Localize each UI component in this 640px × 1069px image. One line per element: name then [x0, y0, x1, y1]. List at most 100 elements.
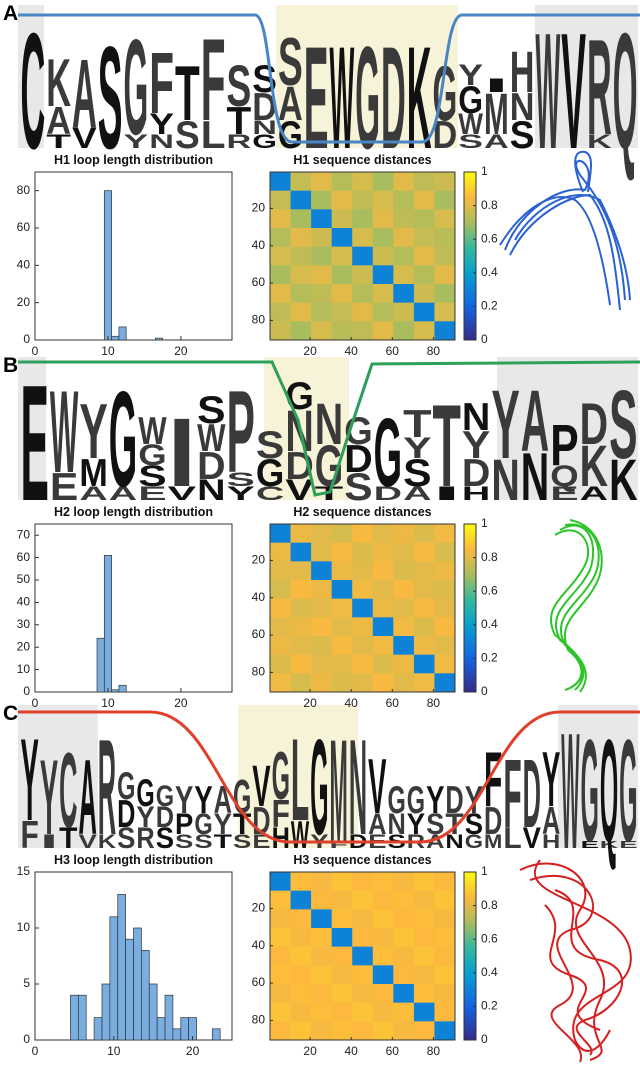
logo-letter: K — [46, 46, 71, 122]
y-tick-label: 70 — [17, 527, 31, 541]
heatmap-cell — [352, 561, 373, 580]
heatmap-cell — [393, 265, 414, 284]
heatmap-cell — [434, 1003, 455, 1022]
heatmap-cell — [434, 580, 455, 599]
plot-area — [35, 524, 232, 692]
heatmap-cell — [291, 947, 312, 966]
heatmap-cell — [434, 265, 455, 284]
heatmap-cell — [332, 228, 353, 247]
heatmap-cell — [291, 524, 312, 543]
logo-letter: Y — [21, 716, 39, 846]
heatmap-cell — [270, 209, 291, 228]
heatmap-cell — [270, 543, 291, 562]
heatmap-cell — [352, 265, 373, 284]
heatmap-cell — [414, 872, 435, 891]
x-tick-label: 10 — [101, 696, 115, 710]
heatmap-cell — [332, 321, 353, 340]
bar — [157, 1018, 165, 1040]
colorbar-tick-label: 0.2 — [481, 299, 498, 313]
logo-letter: G — [156, 779, 174, 812]
heatmap-cell — [393, 1003, 414, 1022]
heatmap-cell — [393, 617, 414, 636]
heatmap-cell — [270, 191, 291, 210]
heatmap-cell — [332, 284, 353, 303]
heatmap-cell — [373, 543, 394, 562]
heatmap-cell — [352, 872, 373, 891]
bar — [112, 336, 119, 340]
colorbar — [464, 524, 476, 692]
logo-letter: T — [433, 382, 461, 512]
heatmap-cell — [311, 172, 332, 191]
panel-label: C — [3, 702, 18, 725]
logo-letter: F — [201, 16, 226, 146]
bar — [102, 984, 110, 1040]
heatmap-cell — [393, 284, 414, 303]
logo-letter: G — [387, 778, 405, 822]
heatmap-cell — [311, 561, 332, 580]
heatmap-cell — [291, 984, 312, 1003]
heatmap-cell — [270, 673, 291, 692]
y-tick-label: 50 — [17, 572, 31, 586]
heatmap-cell — [393, 599, 414, 618]
heatmap-cell — [270, 891, 291, 910]
heatmap-cell — [414, 1021, 435, 1040]
heatmap-cell — [291, 891, 312, 910]
heatmap-cell — [270, 984, 291, 1003]
heatmap-cell — [270, 321, 291, 340]
heatmap-cell — [270, 524, 291, 543]
heatmap-cell — [434, 617, 455, 636]
x-tick-label: 20 — [303, 344, 317, 358]
heatmap-cell — [434, 909, 455, 928]
logo-letter: V — [252, 754, 270, 819]
y-tick-label: 80 — [252, 665, 266, 679]
y-tick-label: 0 — [23, 332, 30, 346]
heatmap-cell — [393, 228, 414, 247]
logo-letter: G — [407, 778, 425, 822]
x-tick-label: 40 — [345, 696, 359, 710]
heatmap-cell — [373, 891, 394, 910]
heatmap-cell — [270, 617, 291, 636]
heatmap-cell — [373, 284, 394, 303]
y-tick-label: 10 — [17, 920, 31, 934]
panel-label: B — [3, 354, 18, 377]
heatmap-cell — [352, 617, 373, 636]
bar — [126, 939, 134, 1040]
logo-letter: V — [561, 0, 586, 183]
bar — [97, 638, 104, 692]
heatmap-cell — [393, 209, 414, 228]
heatmap-cell — [291, 617, 312, 636]
heatmap-cell — [291, 655, 312, 674]
colorbar-tick-label: 1 — [481, 864, 488, 878]
logo-letter: C — [59, 730, 77, 850]
heatmap-cell — [270, 928, 291, 947]
heatmap-cell — [270, 636, 291, 655]
heatmap-cell — [332, 965, 353, 984]
colorbar-tick-label: 0.8 — [481, 898, 498, 912]
logo-letter: C — [21, 0, 46, 183]
heatmap-cell — [393, 872, 414, 891]
heatmap-cell — [373, 617, 394, 636]
heatmap-cell — [291, 1003, 312, 1022]
colorbar-tick-label: 0.2 — [481, 999, 498, 1013]
chart-title: H3 sequence distances — [293, 853, 431, 867]
heatmap-cell — [414, 524, 435, 543]
logo-letter: S — [278, 25, 303, 101]
heatmap-cell — [414, 265, 435, 284]
heatmap-cell — [373, 599, 394, 618]
heatmap-cell — [352, 543, 373, 562]
heatmap-cell — [332, 984, 353, 1003]
heatmap-cell — [414, 965, 435, 984]
heatmap-cell — [373, 984, 394, 1003]
heatmap-cell — [291, 673, 312, 692]
heatmap-cell — [332, 303, 353, 322]
heatmap-cell — [414, 321, 435, 340]
heatmap-cell — [332, 655, 353, 674]
heatmap-cell — [434, 228, 455, 247]
colorbar-tick-label: 0.8 — [481, 550, 498, 564]
heatmap-cell — [291, 303, 312, 322]
heatmap-cell — [332, 209, 353, 228]
heatmap-cell — [311, 947, 332, 966]
x-tick-label: 20 — [303, 696, 317, 710]
heatmap-cell — [434, 284, 455, 303]
bar — [112, 690, 119, 692]
